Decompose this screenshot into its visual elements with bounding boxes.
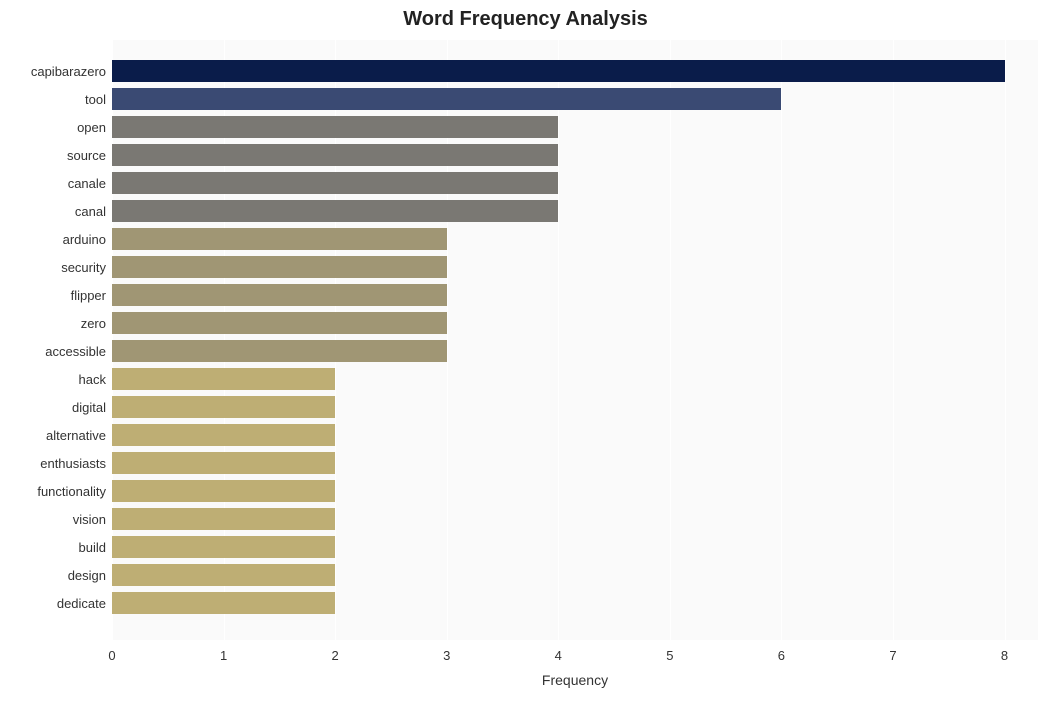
bar <box>112 256 447 278</box>
y-tick-label: alternative <box>46 428 106 443</box>
plot-area <box>112 40 1038 640</box>
gridline <box>781 40 782 640</box>
bar <box>112 508 335 530</box>
bar <box>112 480 335 502</box>
bar <box>112 424 335 446</box>
bar <box>112 312 447 334</box>
bar <box>112 452 335 474</box>
y-tick-label: canale <box>68 176 106 191</box>
y-tick-label: zero <box>81 316 106 331</box>
x-axis-title: Frequency <box>112 672 1038 688</box>
y-tick-label: tool <box>85 92 106 107</box>
x-tick-label: 5 <box>666 648 673 663</box>
y-tick-label: functionality <box>37 484 106 499</box>
y-tick-label: security <box>61 260 106 275</box>
y-tick-label: digital <box>72 400 106 415</box>
y-axis-labels: capibarazero tool open source canale canal ard… <box>0 40 110 640</box>
bar <box>112 172 558 194</box>
bar <box>112 396 335 418</box>
y-tick-label: open <box>77 120 106 135</box>
bar <box>112 228 447 250</box>
bar <box>112 60 1005 82</box>
bar <box>112 200 558 222</box>
word-frequency-chart: Word Frequency Analysis capibarazero tool… <box>0 0 1051 701</box>
x-tick-label: 8 <box>1001 648 1008 663</box>
gridline <box>558 40 559 640</box>
x-axis: Frequency 012345678 <box>112 648 1038 688</box>
y-tick-label: canal <box>75 204 106 219</box>
y-tick-label: dedicate <box>57 596 106 611</box>
bar <box>112 116 558 138</box>
bar <box>112 564 335 586</box>
y-tick-label: arduino <box>63 232 106 247</box>
bar <box>112 536 335 558</box>
bar <box>112 368 335 390</box>
gridline <box>893 40 894 640</box>
y-tick-label: flipper <box>71 288 106 303</box>
chart-title: Word Frequency Analysis <box>0 8 1051 31</box>
x-tick-label: 4 <box>555 648 562 663</box>
bar <box>112 88 781 110</box>
x-tick-label: 0 <box>108 648 115 663</box>
bar <box>112 592 335 614</box>
gridline <box>670 40 671 640</box>
y-tick-label: enthusiasts <box>40 456 106 471</box>
bar <box>112 340 447 362</box>
y-tick-label: capibarazero <box>31 64 106 79</box>
bar <box>112 284 447 306</box>
x-tick-label: 1 <box>220 648 227 663</box>
y-tick-label: hack <box>79 372 106 387</box>
x-tick-label: 7 <box>889 648 896 663</box>
bar <box>112 144 558 166</box>
x-tick-label: 2 <box>332 648 339 663</box>
y-tick-label: source <box>67 148 106 163</box>
y-tick-label: vision <box>73 512 106 527</box>
gridline <box>1005 40 1006 640</box>
y-tick-label: design <box>68 568 106 583</box>
x-tick-label: 6 <box>778 648 785 663</box>
x-tick-label: 3 <box>443 648 450 663</box>
y-tick-label: accessible <box>45 344 106 359</box>
y-tick-label: build <box>79 540 106 555</box>
